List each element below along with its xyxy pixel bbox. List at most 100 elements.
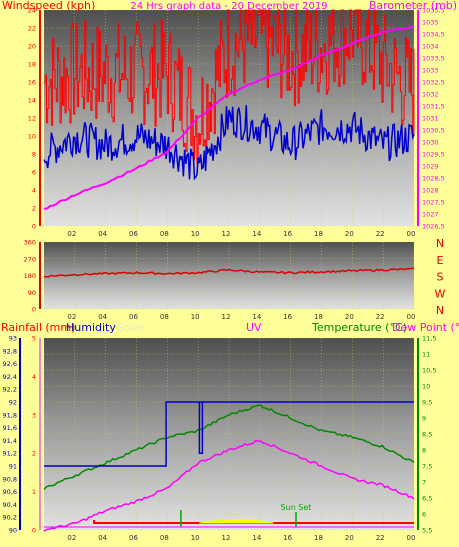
x-tick-label: 22	[376, 534, 385, 542]
x-tick-label: 14	[252, 534, 261, 542]
y-tick-label: 3	[32, 411, 36, 419]
rainfall-line	[93, 520, 414, 524]
x-tick-label: 10	[191, 313, 200, 321]
y-tick-label: 270	[24, 255, 36, 263]
x-tick-label: 18	[314, 230, 323, 238]
x-tick-label: 02	[67, 534, 76, 542]
y-tick-label: 6	[422, 511, 426, 519]
y-tick-label: 92,4	[3, 373, 17, 381]
x-tick-label: 02	[67, 230, 76, 238]
humidity-dip-line	[198, 402, 204, 454]
y-tick-label: 10,5	[422, 367, 436, 375]
y-tick-label: 22	[28, 25, 36, 33]
y-tick-label: 11,5	[422, 335, 436, 343]
y-tick-label: 1033,5	[422, 55, 445, 63]
y-tick-label: 1031	[422, 115, 439, 123]
y-tick-label: 90,6	[3, 488, 17, 496]
y-tick-label: 8,5	[422, 431, 432, 439]
x-tick-label: 12	[222, 534, 231, 542]
y-tick-label: 1027,5	[422, 199, 445, 207]
x-tick-label: 22	[376, 313, 385, 321]
y-tick-label: 91,6	[3, 424, 17, 432]
x-tick-label: 18	[314, 534, 323, 542]
y-tick-label: 93	[9, 335, 17, 343]
wind-direction-line	[43, 267, 415, 278]
x-tick-label: 06	[129, 534, 138, 542]
x-tick-label: 02	[67, 313, 76, 321]
x-tick-label: 00	[407, 534, 416, 542]
x-tick-label: 08	[160, 230, 169, 238]
solar-area	[199, 519, 274, 524]
x-tick-label: 08	[160, 313, 169, 321]
x-tick-label: 04	[98, 313, 107, 321]
y-tick-label: 1033	[422, 67, 439, 75]
dewpoint-line	[43, 440, 415, 532]
y-tick-label: 1035	[422, 19, 439, 27]
y-tick-label: 91	[9, 463, 17, 471]
y-tick-label: 91,8	[3, 411, 17, 419]
y-tick-label: 90	[28, 289, 36, 297]
x-tick-label: 04	[98, 534, 107, 542]
x-tick-label: 00	[407, 230, 416, 238]
y-tick-label: 1027	[422, 211, 439, 219]
y-tick-label: 18	[28, 61, 36, 69]
y-tick-label: 92,8	[3, 347, 17, 355]
solar-axis-title: Solar	[117, 321, 146, 334]
x-tick-label: 06	[129, 313, 138, 321]
y-tick-label: 5	[32, 335, 36, 343]
dewpoint-axis-title: Dew Point (°C)	[392, 321, 459, 334]
y-tick-label: 1034	[422, 43, 439, 51]
y-tick-label: 1034,5	[422, 31, 445, 39]
y-tick-label: 7	[422, 479, 426, 487]
y-tick-label: 1029,5	[422, 151, 445, 159]
y-tick-label: 0	[32, 306, 36, 314]
y-tick-label: 90	[9, 527, 17, 535]
wind-gust-line	[44, 9, 415, 164]
y-tick-label: 1031,5	[422, 103, 445, 111]
temperature-axis-title: Temperature (°C)	[311, 321, 407, 334]
y-tick-label: 11	[422, 351, 430, 359]
wind-axis-title: Windspeed (kph)	[2, 0, 95, 12]
y-tick-label: 8	[422, 447, 426, 455]
y-tick-label: 1030	[422, 139, 439, 147]
y-tick-label: 1028	[422, 187, 439, 195]
y-tick-label: 4	[32, 187, 36, 195]
y-tick-label: 92,6	[3, 360, 17, 368]
baro-axis-title: Barometer (mb)	[369, 0, 457, 12]
y-tick-label: 92,2	[3, 386, 17, 394]
y-tick-label: 20	[28, 43, 36, 51]
y-tick-label: 10	[422, 383, 430, 391]
x-tick-label: 06	[129, 230, 138, 238]
x-tick-label: 22	[376, 230, 385, 238]
y-tick-label: 0	[32, 223, 36, 231]
y-tick-label: 91,2	[3, 450, 17, 458]
x-tick-label: 20	[345, 230, 354, 238]
y-tick-label: 9,5	[422, 399, 432, 407]
y-tick-label: 12	[28, 115, 36, 123]
barometer-line	[43, 25, 415, 210]
y-tick-label: 2	[32, 205, 36, 213]
y-tick-label: 1026,5	[422, 223, 445, 231]
temperature-line	[43, 404, 415, 490]
y-tick-label: 1028,5	[422, 175, 445, 183]
y-tick-label: 9	[422, 415, 426, 423]
y-tick-label: 180	[24, 272, 36, 280]
y-tick-label: 4	[32, 373, 36, 381]
x-tick-label: 20	[345, 313, 354, 321]
x-tick-label: 00	[407, 313, 416, 321]
chart-title: 24 Hrs graph data - 20 December 2019	[130, 1, 327, 12]
compass-letter: N	[436, 304, 444, 317]
y-tick-label: 2	[32, 450, 36, 458]
y-tick-label: 91,4	[3, 437, 17, 445]
x-tick-label: 04	[98, 230, 107, 238]
compass-letter: W	[435, 287, 446, 300]
y-tick-label: 1030,5	[422, 127, 445, 135]
compass-letter: E	[437, 254, 444, 267]
series-layer	[43, 9, 415, 532]
x-tick-label: 12	[222, 313, 231, 321]
x-tick-label: 08	[160, 534, 169, 542]
x-tick-label: 14	[252, 313, 261, 321]
